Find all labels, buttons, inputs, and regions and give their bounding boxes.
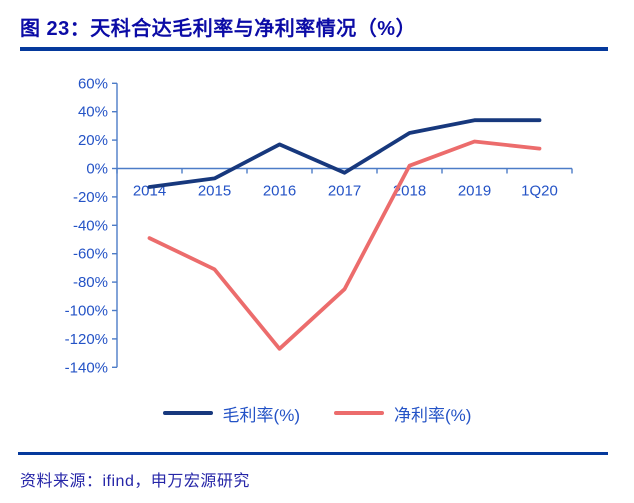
- y-tick-label: 0%: [86, 161, 108, 178]
- chart-legend: 毛利率(%) 净利率(%): [0, 400, 634, 426]
- gross-margin-line: [147, 118, 542, 189]
- figure-title: 图 23：天科合达毛利率与净利率情况（%）: [20, 18, 417, 40]
- y-tick-label: -80%: [73, 274, 108, 291]
- gross-margin-line-swatch: [162, 411, 213, 415]
- x-tick-label: 2015: [198, 183, 231, 200]
- y-tick-label: 40%: [78, 104, 108, 121]
- legend-label-gross-margin: 毛利率(%): [222, 405, 300, 425]
- title-divider: [20, 47, 608, 51]
- legend-item-net-margin: 净利率(%): [334, 401, 471, 426]
- source-attribution: 资料来源：ifind，申万宏源研究: [20, 473, 250, 490]
- x-tick-label: 2019: [458, 183, 491, 200]
- y-tick-label: 20%: [78, 132, 108, 149]
- y-tick-label: -140%: [65, 359, 108, 376]
- x-tick-label: 2017: [328, 183, 361, 200]
- net-margin-line: [147, 139, 542, 351]
- footer-divider: [18, 452, 608, 455]
- x-tick-label: 2016: [263, 183, 296, 200]
- y-tick-label: -20%: [73, 189, 108, 206]
- x-tick-label: 1Q20: [521, 183, 558, 200]
- legend-label-net-margin: 净利率(%): [394, 405, 472, 425]
- y-tick-label: -100%: [65, 303, 108, 320]
- legend-item-gross-margin: 毛利率(%): [162, 401, 300, 426]
- y-tick-label: 60%: [78, 75, 108, 92]
- y-tick-label: -40%: [73, 217, 108, 234]
- y-tick-label: -120%: [65, 331, 108, 348]
- x-tick-label: 2018: [393, 183, 426, 200]
- margin-trend-chart: 60% 40% 20% 0% -20% -40% -60% -80% -100% -120% -14…: [65, 75, 573, 376]
- net-margin-line-swatch: [334, 411, 384, 415]
- y-tick-label: -60%: [73, 246, 108, 263]
